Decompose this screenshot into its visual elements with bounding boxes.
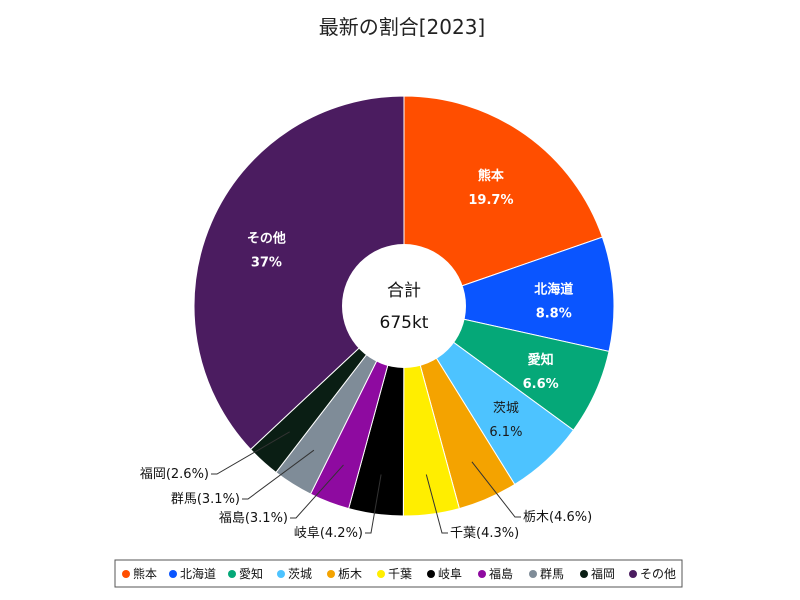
- legend-marker-4: [327, 570, 335, 578]
- leader-line-5: [425, 474, 448, 534]
- legend-label-4: 栃木: [338, 567, 362, 581]
- legend-marker-5: [377, 570, 385, 578]
- slice-label-value-1: 8.8%: [536, 306, 572, 321]
- legend-marker-2: [228, 570, 236, 578]
- legend-marker-3: [277, 570, 285, 578]
- slice-1: [402, 236, 615, 353]
- center-total-label: 合計: [387, 281, 421, 301]
- slice-outer-label-4: 栃木(4.6%): [523, 510, 592, 525]
- slice-labels: 熊本 19.7% 北海道 8.8% 愛知 6.6% 茨城 6.1% その他 37% 栃木(4.6%)…: [140, 168, 592, 541]
- leader-line-7: [290, 464, 344, 519]
- legend-label-7: 福島: [489, 566, 513, 581]
- legend-label-0: 熊本: [133, 566, 157, 581]
- leader-line-9: [211, 431, 290, 475]
- slice-label-value-10: 37%: [251, 255, 282, 270]
- center-hole: [342, 244, 466, 368]
- slice-label-name-0: 熊本: [478, 168, 504, 184]
- legend-marker-6: [427, 570, 435, 578]
- chart-title: 最新の割合[2023]: [319, 15, 486, 39]
- leader-line-4: [471, 461, 521, 518]
- slice-label-value-0: 19.7%: [468, 193, 513, 208]
- slice-label-name-1: 北海道: [534, 281, 573, 297]
- slice-0: [403, 95, 604, 307]
- legend-label-5: 千葉: [388, 567, 412, 581]
- legend-label-3: 茨城: [288, 567, 312, 581]
- legend-marker-7: [478, 570, 486, 578]
- slice-label-value-3: 6.1%: [489, 425, 522, 440]
- center-total-value: 675kt: [380, 313, 429, 333]
- legend-label-6: 岐阜: [438, 567, 462, 581]
- slice-outer-label-5: 千葉(4.3%): [450, 526, 519, 541]
- slice-label-name-10: その他: [247, 230, 286, 246]
- legend-marker-10: [629, 570, 637, 578]
- slice-label-value-2: 6.6%: [523, 377, 559, 392]
- slice-outer-label-6: 岐阜(4.2%): [294, 525, 363, 541]
- legend-label-9: 福岡: [591, 566, 615, 581]
- legend-label-2: 愛知: [239, 567, 263, 581]
- legend: 熊本 北海道 愛知 茨城 栃木 千葉 岐阜 福島 群馬 福岡 その他: [114, 559, 683, 588]
- legend-label-8: 群馬: [540, 567, 564, 581]
- leader-lines: [211, 431, 521, 534]
- slice-label-name-3: 茨城: [493, 401, 519, 416]
- legend-label-1: 北海道: [180, 566, 216, 581]
- slice-outer-label-9: 福岡(2.6%): [140, 467, 209, 482]
- legend-marker-1: [169, 570, 177, 578]
- leader-line-6: [365, 474, 382, 534]
- legend-marker-9: [580, 570, 588, 578]
- slice-outer-label-8: 群馬(3.1%): [171, 492, 240, 507]
- legend-label-10: その他: [640, 567, 676, 581]
- leader-line-8: [242, 449, 315, 500]
- legend-marker-0: [122, 570, 130, 578]
- slice-label-name-2: 愛知: [528, 352, 554, 368]
- legend-marker-8: [529, 570, 537, 578]
- slice-10: [193, 95, 405, 451]
- slice-outer-label-7: 福島(3.1%): [219, 511, 288, 526]
